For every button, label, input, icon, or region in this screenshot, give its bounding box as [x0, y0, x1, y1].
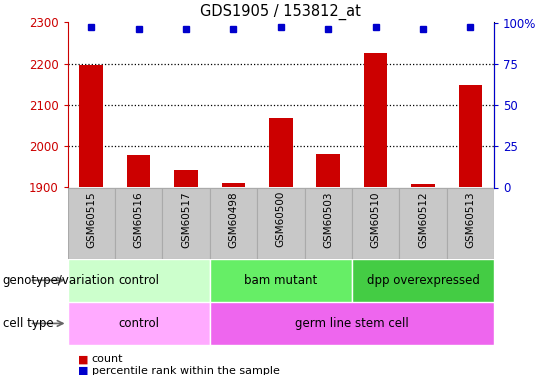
Text: bam mutant: bam mutant [244, 274, 318, 287]
Text: count: count [92, 354, 123, 364]
Text: GSM60503: GSM60503 [323, 191, 333, 248]
Bar [257, 188, 305, 259]
Bar [221, 183, 245, 188]
Text: GSM60500: GSM60500 [276, 191, 286, 248]
Text: control: control [118, 317, 159, 330]
Text: ■: ■ [78, 354, 89, 364]
Title: GDS1905 / 153812_at: GDS1905 / 153812_at [200, 3, 361, 20]
Bar [127, 155, 151, 188]
Text: GSM60517: GSM60517 [181, 191, 191, 248]
Bar [174, 170, 198, 188]
Bar [210, 302, 494, 345]
Bar [399, 188, 447, 259]
Text: germ line stem cell: germ line stem cell [295, 317, 409, 330]
Bar [79, 65, 103, 188]
Bar [305, 188, 352, 259]
Text: dpp overexpressed: dpp overexpressed [367, 274, 480, 287]
Text: GSM60510: GSM60510 [370, 191, 381, 248]
Text: cell type: cell type [3, 317, 53, 330]
Text: GSM60513: GSM60513 [465, 191, 475, 248]
Bar [364, 53, 388, 188]
Bar [316, 154, 340, 188]
Bar [447, 188, 494, 259]
Bar [68, 188, 115, 259]
Bar [411, 184, 435, 188]
Text: GSM60498: GSM60498 [228, 191, 238, 248]
Bar [68, 302, 210, 345]
Text: percentile rank within the sample: percentile rank within the sample [92, 366, 280, 375]
Text: control: control [118, 274, 159, 287]
Bar [163, 188, 210, 259]
Bar [210, 259, 352, 302]
Bar [352, 188, 399, 259]
Bar [68, 259, 210, 302]
Text: GSM60512: GSM60512 [418, 191, 428, 248]
Text: GSM60516: GSM60516 [133, 191, 144, 248]
Text: GSM60515: GSM60515 [86, 191, 96, 248]
Bar [115, 188, 163, 259]
Bar [352, 259, 494, 302]
Bar [269, 118, 293, 188]
Bar [210, 188, 257, 259]
Bar [458, 85, 482, 188]
Text: ■: ■ [78, 366, 89, 375]
Text: genotype/variation: genotype/variation [3, 274, 115, 287]
